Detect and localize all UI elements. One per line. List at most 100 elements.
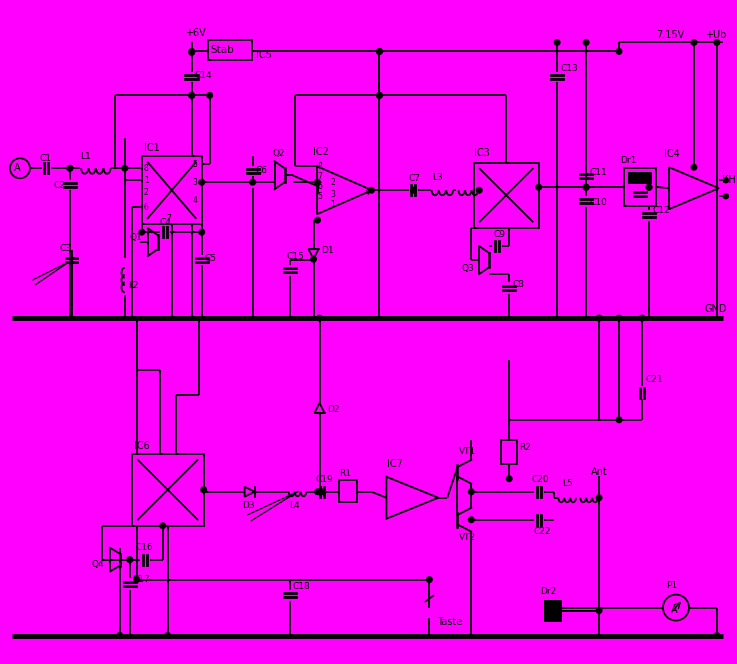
Text: IC6: IC6 xyxy=(134,441,150,451)
Text: +6V: +6V xyxy=(185,29,206,39)
Bar xyxy=(628,172,652,184)
Circle shape xyxy=(469,517,474,523)
Circle shape xyxy=(691,40,696,45)
Text: R1: R1 xyxy=(340,469,352,478)
Circle shape xyxy=(165,633,170,638)
Text: 7: 7 xyxy=(318,172,322,181)
Circle shape xyxy=(714,633,720,638)
Circle shape xyxy=(318,489,324,495)
Circle shape xyxy=(596,315,602,321)
Text: P1: P1 xyxy=(666,581,677,590)
Text: Q4: Q4 xyxy=(92,560,105,569)
Circle shape xyxy=(189,92,195,98)
Text: C6: C6 xyxy=(256,166,268,175)
Text: 3: 3 xyxy=(330,190,335,199)
Circle shape xyxy=(596,495,602,501)
Circle shape xyxy=(207,92,212,98)
Text: D3: D3 xyxy=(242,501,254,510)
Text: Q1: Q1 xyxy=(130,232,142,242)
Text: C5: C5 xyxy=(205,254,217,263)
Circle shape xyxy=(317,315,322,321)
Text: C9: C9 xyxy=(493,230,506,238)
Text: 7: 7 xyxy=(167,214,172,222)
Circle shape xyxy=(67,165,73,171)
Circle shape xyxy=(117,633,122,638)
Text: GND: GND xyxy=(705,304,727,314)
Circle shape xyxy=(377,48,383,54)
Text: C18: C18 xyxy=(293,582,310,591)
Circle shape xyxy=(639,315,645,321)
Circle shape xyxy=(724,194,728,199)
Bar xyxy=(501,440,517,463)
Circle shape xyxy=(134,577,139,582)
Bar xyxy=(142,156,202,224)
Circle shape xyxy=(317,489,322,495)
Text: Q3: Q3 xyxy=(461,264,474,273)
Circle shape xyxy=(583,40,589,45)
Text: C3: C3 xyxy=(60,244,72,252)
Circle shape xyxy=(189,50,195,55)
Text: 5: 5 xyxy=(192,160,198,169)
Text: 5: 5 xyxy=(318,192,322,201)
Text: IC3: IC3 xyxy=(475,148,490,158)
Circle shape xyxy=(250,179,256,185)
Text: C17: C17 xyxy=(133,575,150,584)
Text: C4: C4 xyxy=(160,218,172,226)
Text: C20: C20 xyxy=(531,475,549,484)
Circle shape xyxy=(411,187,416,193)
Text: Taste: Taste xyxy=(437,617,463,627)
Circle shape xyxy=(616,48,622,54)
Text: KH: KH xyxy=(722,175,736,185)
Text: 1: 1 xyxy=(330,200,335,208)
Text: IC2: IC2 xyxy=(312,147,329,157)
Text: VT2: VT2 xyxy=(459,533,476,542)
Text: C7: C7 xyxy=(408,174,420,183)
Text: A: A xyxy=(14,163,21,173)
Circle shape xyxy=(616,417,622,423)
Circle shape xyxy=(139,229,144,235)
Text: Stab: Stab xyxy=(211,45,234,55)
Text: 4: 4 xyxy=(364,188,369,197)
Circle shape xyxy=(691,165,696,170)
Text: L1: L1 xyxy=(80,152,91,161)
Circle shape xyxy=(596,315,602,321)
Bar xyxy=(474,163,539,228)
Text: 8: 8 xyxy=(144,164,149,173)
Text: VT1: VT1 xyxy=(459,448,477,456)
Text: C21: C21 xyxy=(645,375,663,384)
Text: +Ub: +Ub xyxy=(705,31,726,41)
Circle shape xyxy=(199,179,204,185)
Circle shape xyxy=(536,185,542,190)
Text: 2: 2 xyxy=(144,188,149,197)
Text: L2: L2 xyxy=(128,281,139,290)
Text: A: A xyxy=(671,605,677,615)
Circle shape xyxy=(311,256,316,262)
Text: R2: R2 xyxy=(519,444,531,452)
Bar xyxy=(624,168,656,207)
Text: C11: C11 xyxy=(589,168,607,177)
Text: C15: C15 xyxy=(287,252,304,260)
Circle shape xyxy=(117,633,122,638)
Circle shape xyxy=(201,487,206,493)
Text: C1: C1 xyxy=(40,154,52,163)
Circle shape xyxy=(616,315,622,321)
Circle shape xyxy=(469,489,474,495)
Circle shape xyxy=(122,165,128,171)
Circle shape xyxy=(368,187,374,193)
Text: C10: C10 xyxy=(589,198,607,207)
Text: 1: 1 xyxy=(144,176,149,185)
Text: L3: L3 xyxy=(433,173,443,182)
Text: 6: 6 xyxy=(144,203,149,212)
Circle shape xyxy=(583,185,589,190)
Circle shape xyxy=(377,92,383,98)
Text: C16: C16 xyxy=(136,543,153,552)
Circle shape xyxy=(646,185,652,190)
Circle shape xyxy=(646,185,652,190)
Text: L4: L4 xyxy=(290,501,300,510)
Text: Ant: Ant xyxy=(591,467,608,477)
Circle shape xyxy=(67,165,73,171)
Circle shape xyxy=(315,217,321,223)
Text: 3: 3 xyxy=(192,178,198,187)
Circle shape xyxy=(427,577,432,582)
Text: 7.15V: 7.15V xyxy=(656,31,684,41)
